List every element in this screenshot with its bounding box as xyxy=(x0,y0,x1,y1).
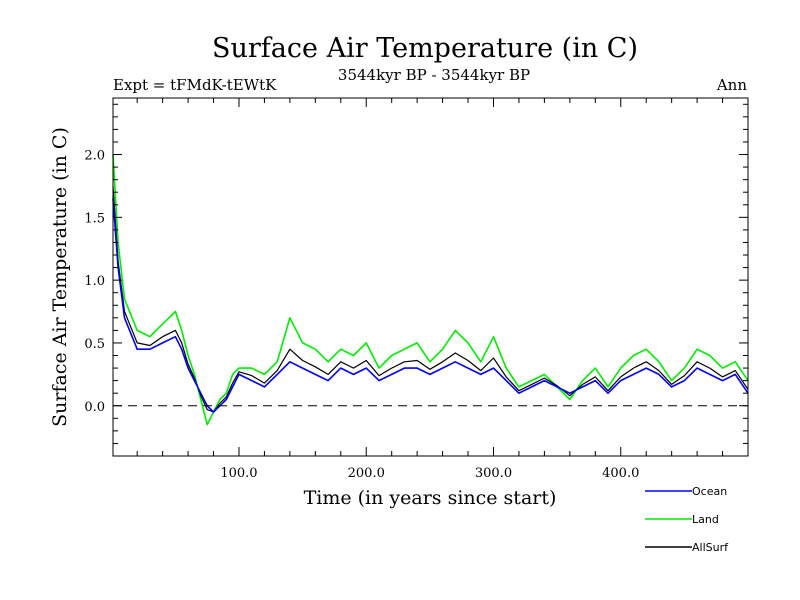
x-tick-label: 400.0 xyxy=(602,466,639,481)
legend-label-allsurf: AllSurf xyxy=(692,541,729,554)
legend-label-land: Land xyxy=(692,513,719,526)
series-land-line xyxy=(112,154,749,426)
x-axis: 100.0 200.0 300.0 400.0 xyxy=(136,98,724,481)
y-tick-label: 0.0 xyxy=(84,400,105,415)
plot-frame xyxy=(112,97,749,457)
period-label: 3544kyr BP - 3544kyr BP xyxy=(338,66,530,84)
y-tick-label: 1.0 xyxy=(84,274,105,289)
legend-label-ocean: Ocean xyxy=(692,485,727,498)
y-tick-label: 0.5 xyxy=(84,337,105,352)
x-axis-label: Time (in years since start) xyxy=(304,487,557,509)
legend: Ocean Land AllSurf xyxy=(645,485,729,554)
series-ocean-line xyxy=(112,198,749,413)
x-tick-label: 200.0 xyxy=(348,466,385,481)
y-tick-label: 2.0 xyxy=(84,149,105,164)
chart-title: Surface Air Temperature (in C) xyxy=(212,33,638,64)
x-tick-label: 100.0 xyxy=(220,466,257,481)
experiment-label: Expt = tFMdK-tEWtK xyxy=(113,76,277,94)
y-tick-label: 1.5 xyxy=(84,211,105,226)
y-axis-label: Surface Air Temperature (in C) xyxy=(49,127,71,427)
y-axis: 0.0 0.5 1.0 1.5 2.0 xyxy=(84,103,748,444)
plot-series xyxy=(112,154,749,426)
x-tick-label: 300.0 xyxy=(475,466,512,481)
season-label: Ann xyxy=(716,76,747,94)
series-allsurf-line xyxy=(112,185,749,413)
